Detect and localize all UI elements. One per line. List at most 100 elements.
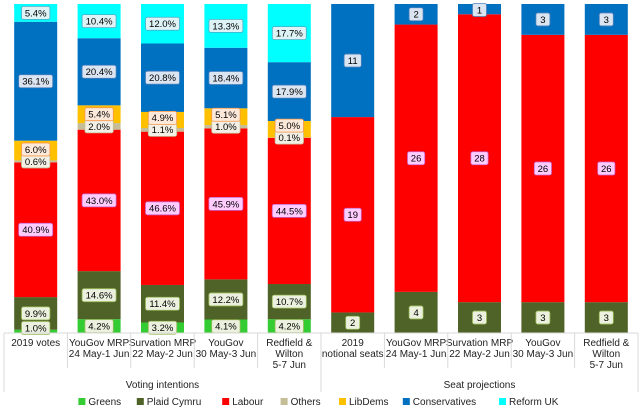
category-label-col-5: Wilton [275,349,303,360]
legend-item-others: Others [280,397,321,408]
data-label-box [145,16,180,31]
data-label-text: 14.6% [86,291,113,302]
category-label-col-5: 5-7 Jun [273,360,306,371]
legend-label-plaid-cymru: Plaid Cymru [147,397,201,408]
data-label-box [472,310,487,325]
data-label-labour-col-7: 26 [407,151,426,166]
data-label-box [407,151,426,166]
data-label-text: 18.4% [212,73,239,84]
data-label-box [535,12,551,27]
category-label-col-3: Survation MRP [129,338,197,349]
data-label-greens-col-4: 4.1% [211,319,241,334]
data-label-box [81,288,117,303]
legend-swatch-others [280,398,288,405]
data-label-labour-col-8: 28 [470,151,489,166]
data-label-plaid-cymru-col-6: 2 [345,315,361,330]
data-label-text: 3 [477,313,482,324]
data-label-box [208,71,244,85]
data-label-conservatives-col-10: 3 [598,12,614,27]
data-label-box [21,306,51,321]
data-label-box [533,161,552,176]
data-label-box [274,118,304,133]
data-label-text: 1 [477,5,482,16]
data-label-box [597,161,616,176]
data-label-text: 10.4% [86,17,113,28]
data-label-text: 5.1% [215,110,237,121]
data-label-box [472,3,487,17]
data-label-greens-col-3: 3.2% [147,320,178,335]
legend-swatch-plaid-cymru [136,398,144,405]
data-label-plaid-cymru-col-3: 11.4% [145,296,180,311]
data-label-conservatives-col-2: 20.4% [81,64,117,79]
data-label-text: 2 [413,10,418,21]
data-label-box [343,207,362,222]
legend-label-greens: Greens [88,397,121,408]
data-label-box [81,64,117,79]
category-label-col-7: YouGov MRP [386,338,447,349]
data-label-text: 26 [538,164,549,175]
data-label-text: 5.4% [25,8,47,19]
data-label-text: 1.1% [152,125,174,136]
data-label-text: 11.4% [149,299,176,310]
data-label-text: 43.0% [86,196,113,207]
data-label-box [271,294,307,309]
data-label-box [21,5,51,20]
data-label-box [343,53,362,68]
data-label-greens-col-2: 4.2% [84,319,114,333]
data-label-box [21,321,51,335]
legend-item-conservatives: Conservatives [402,397,476,408]
data-label-text: 1.0% [215,122,237,133]
data-label-box [271,26,307,40]
data-label-text: 40.9% [22,225,49,236]
data-label-libdems-col-2: 5.4% [84,107,114,122]
data-label-conservatives-col-3: 20.8% [145,70,180,85]
data-label-text: 5.4% [88,110,110,121]
data-label-conservatives-col-9: 3 [535,12,551,27]
data-label-text: 19 [347,210,358,221]
data-label-labour-col-1: 40.9% [18,222,54,237]
category-label-col-10: Wilton [592,349,620,360]
data-label-libdems-col-3: 4.9% [147,110,178,125]
legend-swatch-libdems [339,398,346,405]
data-label-box [470,151,489,166]
data-label-text: 17.7% [276,28,303,39]
data-label-box [84,107,114,122]
legend-label-conservatives: Conservatives [413,397,476,408]
category-label-col-8: Survation MRP [446,338,514,349]
data-label-text: 3.2% [152,323,174,334]
data-label-text: 5.0% [278,121,300,132]
data-label-text: 36.1% [22,77,49,88]
legend-item-libdems: LibDems [339,397,388,408]
data-label-text: 44.5% [276,206,303,217]
category-label-col-8: 22 May-2 Jun [449,349,510,360]
data-label-text: 0.6% [25,157,47,168]
data-label-labour-col-5: 44.5% [271,203,307,218]
data-label-text: 3 [540,313,545,324]
data-label-plaid-cymru-col-8: 3 [472,310,487,325]
data-label-box [408,7,424,22]
data-label-text: 20.8% [149,73,176,84]
data-label-text: 20.4% [86,67,113,78]
data-label-plaid-cymru-col-2: 14.6% [81,288,117,303]
data-label-reform-uk-col-2: 10.4% [81,14,117,29]
category-label-col-9: 30 May-3 Jun [513,349,574,360]
category-label-col-3: 22 May-2 Jun [132,349,193,360]
data-label-plaid-cymru-col-4: 12.2% [208,292,244,307]
legend-label-labour: Labour [232,397,264,408]
data-label-conservatives-col-5: 17.9% [271,84,307,99]
data-label-text: 12.2% [212,295,239,306]
legend-swatch-labour [222,398,230,405]
data-label-text: 3 [604,15,609,26]
data-label-box [18,222,54,237]
data-label-box [208,292,244,307]
data-label-others-col-1: 0.6% [21,154,51,169]
legend-item-reform-uk: Reform UK [499,397,559,408]
data-label-text: 4.2% [88,321,110,332]
category-label-col-7: 24 May-1 Jun [386,349,447,360]
data-label-greens-col-5: 4.2% [274,319,304,334]
data-label-conservatives-col-1: 36.1% [18,74,54,89]
category-label-col-4: YouGov [208,338,243,349]
data-label-plaid-cymru-col-1: 9.9% [21,306,51,321]
